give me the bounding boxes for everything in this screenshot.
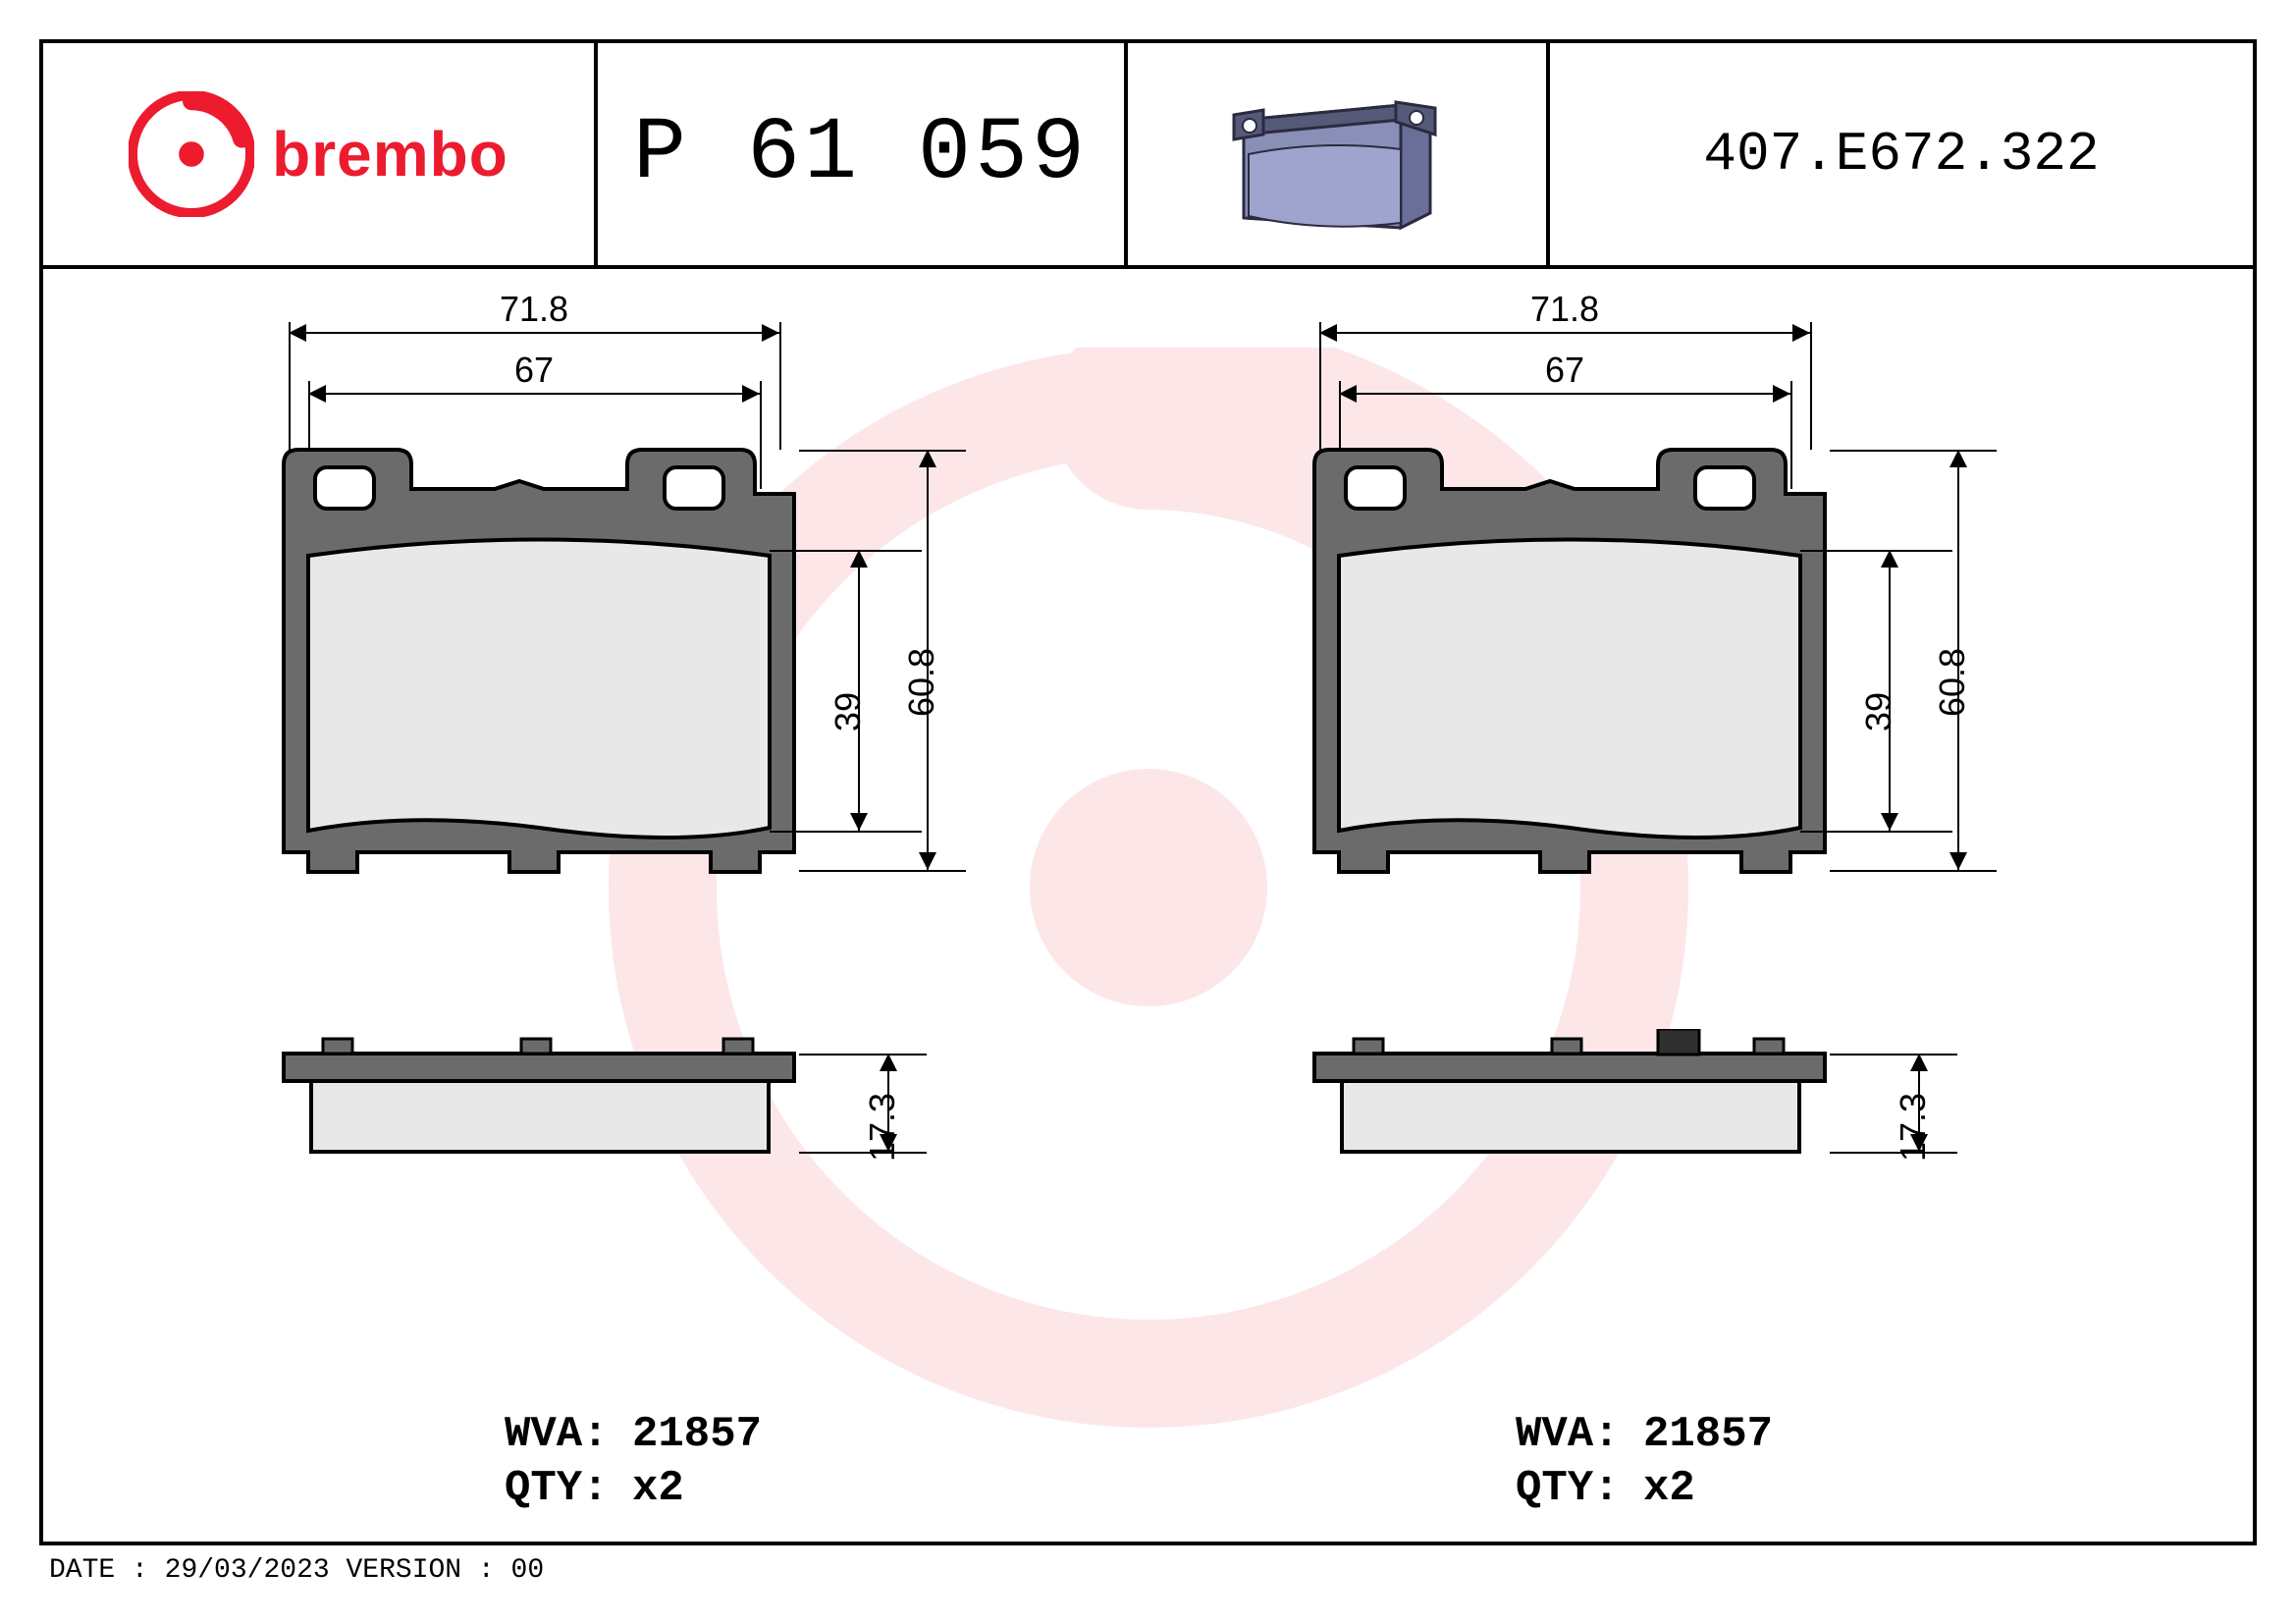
dim-extension (799, 870, 966, 872)
pad-face-view (264, 440, 814, 901)
dim-line (308, 393, 760, 395)
header-logo-cell: brembo (43, 43, 598, 265)
qty-label: QTY: (505, 1462, 632, 1516)
footer-date-label: DATE : (49, 1555, 148, 1586)
dim-friction-width: 67 (1545, 350, 1584, 391)
part-number: P 61 059 (633, 104, 1089, 204)
qty-label: QTY: (1516, 1462, 1643, 1516)
qty-value: x2 (632, 1462, 684, 1516)
wva-label: WVA: (1516, 1408, 1643, 1462)
info-block-right: WVA: 21857 QTY: x2 (1516, 1408, 1773, 1516)
page: brembo P 61 059 (0, 0, 2296, 1624)
drawing-body: 71.8 67 (43, 273, 2253, 1545)
dim-line (858, 550, 860, 831)
qty-value: x2 (1643, 1462, 1695, 1516)
dim-friction-height: 39 (1858, 692, 1899, 731)
dim-friction-width: 67 (514, 350, 554, 391)
dim-line (1889, 550, 1891, 831)
wva-value: 21857 (632, 1408, 762, 1462)
footer-date: 29/03/2023 (165, 1555, 330, 1586)
drawing-frame: brembo P 61 059 (39, 39, 2257, 1545)
wva-value: 21857 (1643, 1408, 1773, 1462)
footer-version-label: VERSION : (346, 1555, 494, 1586)
dim-line (289, 332, 779, 334)
info-block-left: WVA: 21857 QTY: x2 (505, 1408, 762, 1516)
header-code-cell: 407.E672.322 (1550, 43, 2253, 265)
footer-meta: DATE : 29/03/2023 VERSION : 00 (49, 1555, 544, 1586)
dim-friction-height: 39 (828, 692, 869, 731)
dim-extension (779, 322, 781, 450)
dim-line (1339, 393, 1790, 395)
dim-extension (1830, 870, 1997, 872)
header-part-cell: P 61 059 (598, 43, 1128, 265)
pad-face-view (1295, 440, 1844, 901)
dim-overall-width: 71.8 (1530, 289, 1599, 330)
dim-extension (799, 1054, 927, 1056)
dim-extension (799, 450, 966, 452)
pad-side-view (264, 1029, 814, 1186)
dim-thickness: 17.3 (1893, 1093, 1934, 1162)
footer-version: 00 (511, 1555, 545, 1586)
header-row: brembo P 61 059 (43, 43, 2253, 269)
dim-extension (1830, 450, 1997, 452)
dim-overall-height: 60.8 (901, 648, 942, 717)
brembo-logo-icon (129, 91, 254, 217)
wva-label: WVA: (505, 1408, 632, 1462)
dim-overall-width: 71.8 (500, 289, 568, 330)
dim-thickness: 17.3 (862, 1093, 903, 1162)
brand-name: brembo (272, 118, 508, 190)
dim-extension (1810, 322, 1812, 450)
reference-code: 407.E672.322 (1703, 123, 2099, 186)
isometric-thumbnail (1204, 61, 1469, 247)
dim-extension (1830, 1054, 1957, 1056)
dim-extension (1800, 550, 1952, 552)
dim-extension (770, 550, 922, 552)
dim-extension (770, 831, 922, 833)
brand-logo: brembo (129, 91, 508, 217)
dim-line (1319, 332, 1810, 334)
pad-side-view (1295, 1029, 1844, 1186)
dim-overall-height: 60.8 (1932, 648, 1973, 717)
dim-extension (1800, 831, 1952, 833)
header-iso-cell (1128, 43, 1550, 265)
